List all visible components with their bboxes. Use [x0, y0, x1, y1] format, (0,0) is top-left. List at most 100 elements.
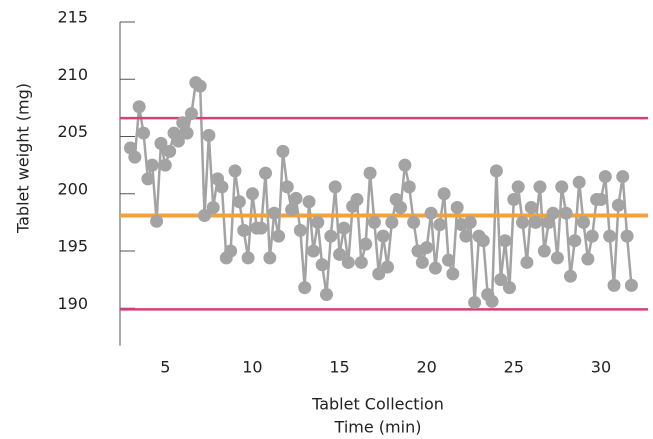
data-point [224, 244, 238, 258]
y-tick-label: 210 [57, 65, 88, 84]
data-point [568, 234, 582, 248]
data-point [237, 223, 251, 237]
data-point [407, 215, 421, 229]
y-tick-label: 195 [57, 237, 88, 256]
data-point [572, 175, 586, 189]
data-point [245, 187, 259, 201]
data-point [254, 221, 268, 235]
x-tick-label: 5 [160, 358, 170, 377]
data-point [585, 229, 599, 243]
data-point [498, 234, 512, 248]
data-point [293, 223, 307, 237]
data-point [272, 229, 286, 243]
data-point [516, 215, 530, 229]
data-point [354, 255, 368, 269]
data-point [145, 158, 159, 172]
data-point [546, 206, 560, 220]
data-point [524, 200, 538, 214]
data-point [511, 180, 525, 194]
data-point [607, 278, 621, 292]
data-point [337, 221, 351, 235]
data-point [241, 251, 255, 265]
data-point [163, 144, 177, 158]
data-point [563, 269, 577, 283]
data-point [158, 158, 172, 172]
y-tick-label: 205 [57, 122, 88, 141]
data-point [259, 166, 273, 180]
data-point [285, 203, 299, 217]
data-point [424, 206, 438, 220]
data-point [402, 180, 416, 194]
data-point [463, 215, 477, 229]
data-point [394, 200, 408, 214]
data-point [141, 172, 155, 186]
data-point [533, 180, 547, 194]
data-point [206, 200, 220, 214]
data-point [154, 136, 168, 150]
data-point [507, 192, 521, 206]
data-point [581, 252, 595, 266]
data-point [385, 215, 399, 229]
x-tick-label: 10 [242, 358, 262, 377]
data-point [502, 281, 516, 295]
data-point [263, 251, 277, 265]
data-point [520, 255, 534, 269]
data-point [180, 126, 194, 140]
data-point [232, 195, 246, 209]
x-tick-label: 15 [329, 358, 349, 377]
data-point [529, 215, 543, 229]
data-point [198, 209, 212, 223]
data-point [306, 244, 320, 258]
data-point [359, 237, 373, 251]
x-tick-label: 30 [591, 358, 611, 377]
data-point [128, 150, 142, 164]
data-point [616, 170, 630, 184]
data-point [289, 191, 303, 205]
data-point [446, 267, 460, 281]
data-point [315, 258, 329, 272]
x-axis-label: Time (min) [334, 418, 422, 437]
data-point [476, 234, 490, 248]
data-point [280, 180, 294, 194]
data-point [624, 278, 638, 292]
data-point [341, 255, 355, 269]
data-point [598, 170, 612, 184]
data-point [333, 247, 347, 261]
data-point [555, 180, 569, 194]
x-tick-label: 20 [417, 358, 437, 377]
data-point [184, 107, 198, 121]
y-axis-label: Tablet weight (mg) [14, 83, 33, 234]
data-point [328, 180, 342, 194]
data-point [559, 206, 573, 220]
data-point [489, 164, 503, 178]
data-point [311, 215, 325, 229]
data-point [350, 192, 364, 206]
data-point [537, 244, 551, 258]
data-point [398, 158, 412, 172]
data-point [620, 229, 634, 243]
data-point [468, 296, 482, 310]
x-tick-label: 25 [504, 358, 524, 377]
data-point [380, 260, 394, 274]
data-point [594, 192, 608, 206]
data-point [450, 200, 464, 214]
data-point [367, 215, 381, 229]
data-point [550, 251, 564, 265]
data-point [577, 215, 591, 229]
data-point [441, 253, 455, 267]
data-point [150, 214, 164, 228]
data-point [267, 206, 281, 220]
data-point [363, 166, 377, 180]
data-point [132, 100, 146, 114]
data-point [433, 218, 447, 232]
data-point [428, 261, 442, 275]
data-point [415, 255, 429, 269]
data-point [611, 198, 625, 212]
data-point [171, 134, 185, 148]
data-point [202, 128, 216, 142]
data-point [324, 229, 338, 243]
data-point [228, 164, 242, 178]
data-point [137, 126, 151, 140]
data-point [276, 144, 290, 158]
